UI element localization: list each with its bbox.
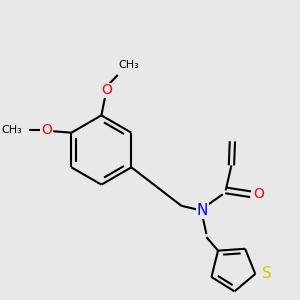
Text: CH₃: CH₃ [1,125,22,135]
Text: CH₃: CH₃ [118,60,139,70]
Text: N: N [197,203,208,218]
Text: O: O [253,187,264,201]
Text: O: O [41,123,52,137]
Text: O: O [101,83,112,98]
Text: S: S [262,266,272,281]
